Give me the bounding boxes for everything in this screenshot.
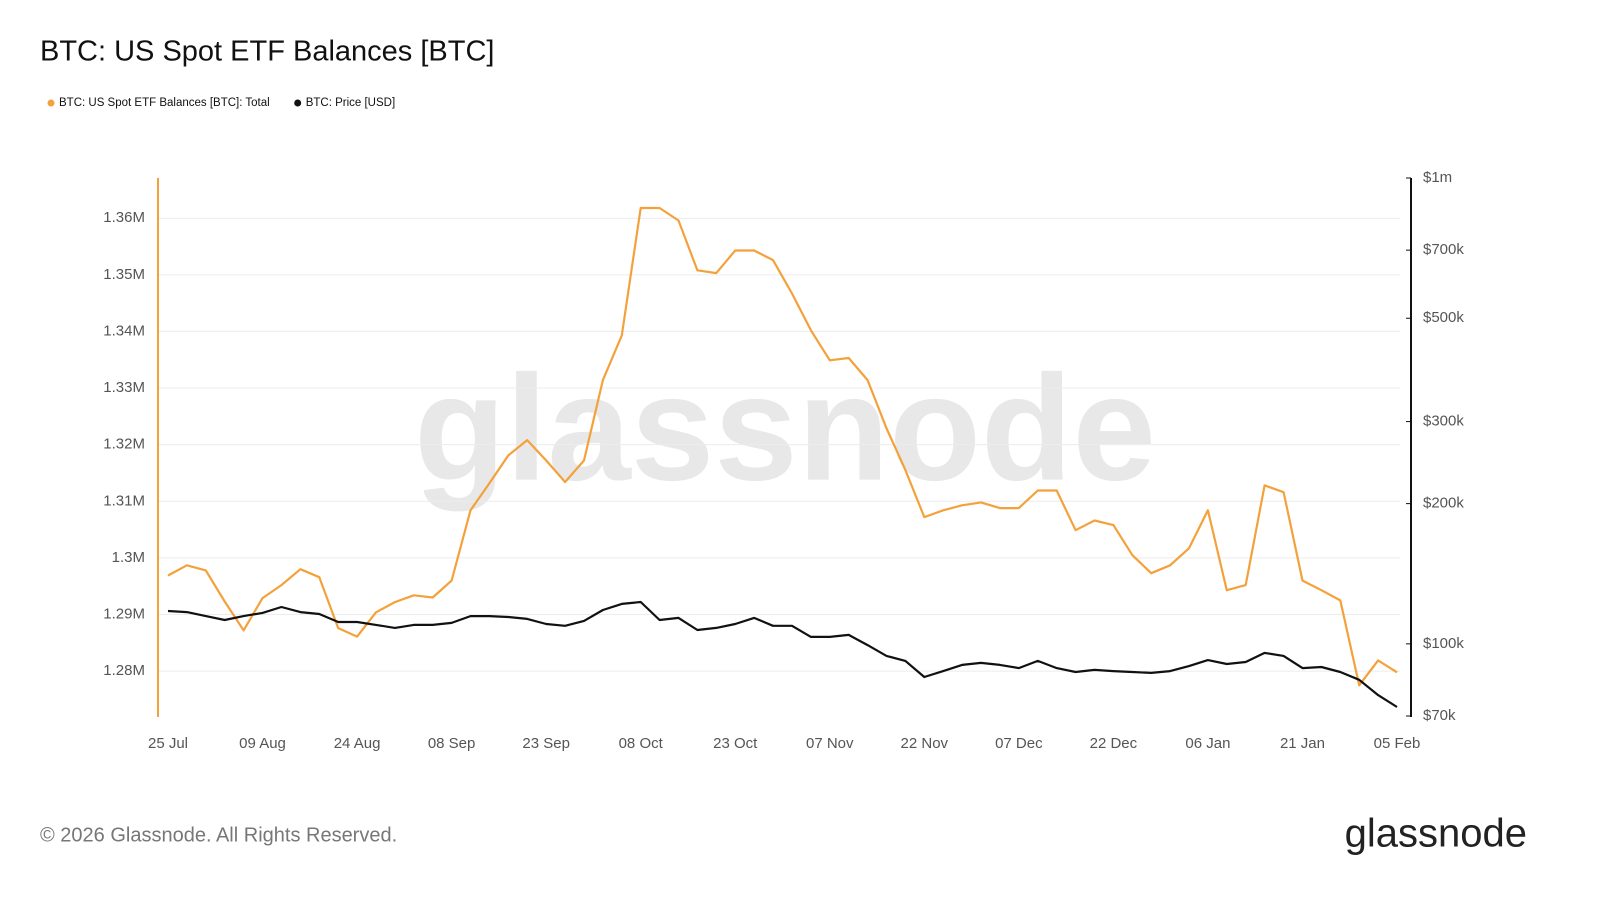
y-tick-label: 1.35M	[103, 266, 145, 283]
y-tick-label: 1.32M	[103, 436, 145, 453]
y2-tick-label: $1m	[1423, 169, 1452, 186]
chart-title: BTC: US Spot ETF Balances [BTC]	[40, 36, 494, 68]
x-tick-label: 21 Jan	[1280, 735, 1325, 752]
series-line	[167, 600, 1398, 708]
x-tick-label: 08 Sep	[428, 735, 476, 752]
y2-tick-label: $300k	[1423, 413, 1464, 430]
legend-label: BTC: US Spot ETF Balances [BTC]: Total	[59, 97, 270, 109]
x-tick-label: 23 Sep	[522, 735, 570, 752]
legend-label: BTC: Price [USD]	[306, 97, 395, 109]
y2-tick-label: $500k	[1423, 309, 1464, 326]
watermark: glassnode	[414, 344, 1156, 512]
x-tick-label: 22 Dec	[1090, 735, 1138, 752]
x-tick-label: 23 Oct	[713, 735, 758, 752]
series-line	[167, 206, 1398, 687]
x-tick-label: 09 Aug	[239, 735, 286, 752]
legend-marker	[47, 99, 55, 107]
footer: © 2026 Glassnode. All Rights Reserved.	[40, 824, 397, 846]
x-tick-label: 05 Feb	[1374, 735, 1421, 752]
y2-tick-label: $700k	[1423, 241, 1464, 258]
x-tick-label: 06 Jan	[1185, 735, 1230, 752]
y2-tick-label: $200k	[1423, 495, 1464, 512]
y2-tick-label: $70k	[1423, 707, 1456, 724]
y-tick-label: 1.28M	[103, 662, 145, 679]
x-tick-label: 25 Jul	[148, 735, 188, 752]
x-tick-label: 22 Nov	[901, 735, 949, 752]
y-tick-label: 1.3M	[112, 549, 145, 566]
logo: glassnode	[1345, 812, 1527, 856]
y2-tick-label: $100k	[1423, 635, 1464, 652]
y-tick-label: 1.36M	[103, 209, 145, 226]
y-tick-label: 1.34M	[103, 322, 145, 339]
y-tick-label: 1.33M	[103, 379, 145, 396]
y-tick-label: 1.29M	[103, 605, 145, 622]
legend-marker	[294, 99, 302, 107]
x-tick-label: 07 Nov	[806, 735, 854, 752]
x-tick-label: 08 Oct	[619, 735, 664, 752]
x-tick-label: 07 Dec	[995, 735, 1043, 752]
y-tick-label: 1.31M	[103, 492, 145, 509]
x-tick-label: 24 Aug	[334, 735, 381, 752]
